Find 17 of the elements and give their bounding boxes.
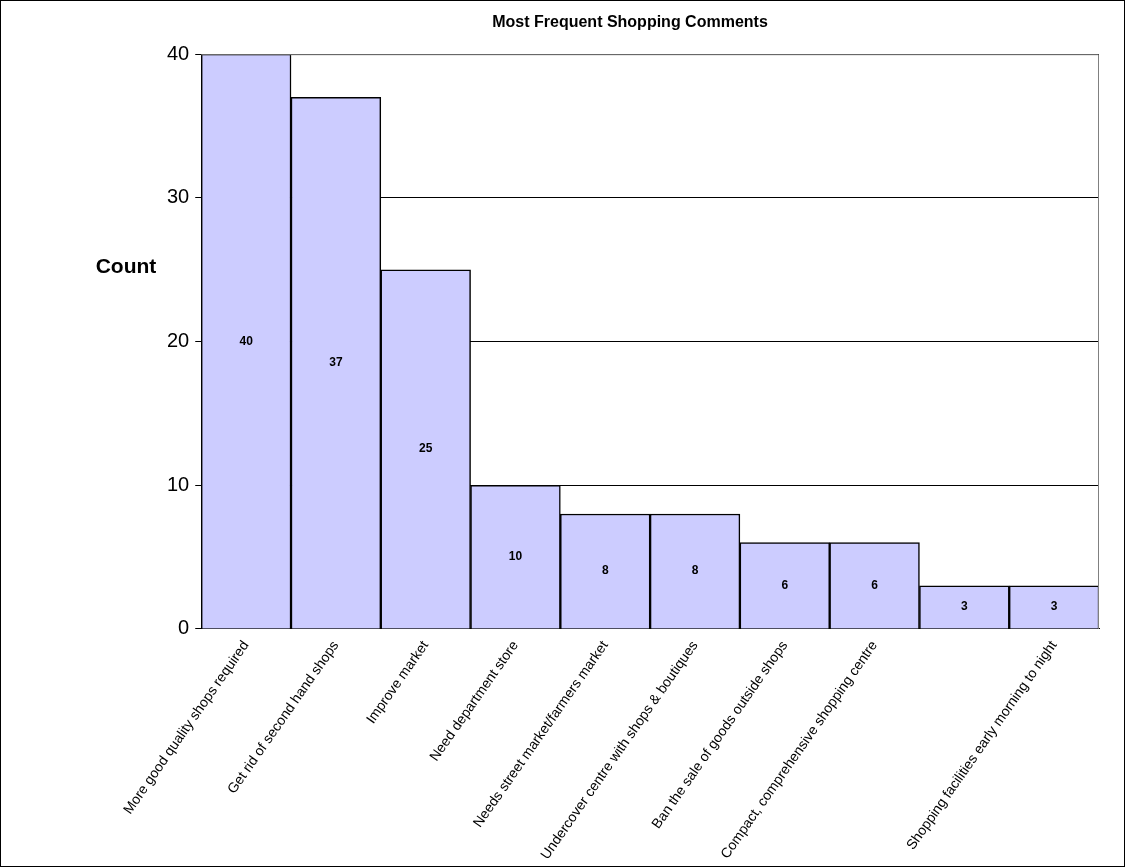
data-label: 10 <box>508 549 523 564</box>
data-label: 8 <box>601 563 609 578</box>
data-label: 40 <box>239 333 254 348</box>
y-tick-label: 40 <box>167 41 190 64</box>
data-label: 6 <box>871 577 879 592</box>
data-label: 37 <box>329 355 343 370</box>
chart-title: Most Frequent Shopping Comments <box>492 13 768 31</box>
y-axis-title: Count <box>95 253 157 277</box>
data-label: 8 <box>691 563 699 578</box>
y-tick-label: 10 <box>167 472 190 495</box>
y-tick-label: 30 <box>167 185 190 208</box>
y-tick-label: 20 <box>167 329 190 352</box>
data-label: 25 <box>419 441 433 456</box>
data-label: 3 <box>1050 599 1058 614</box>
data-label: 6 <box>781 577 789 592</box>
data-label: 3 <box>960 599 968 614</box>
y-tick-label: 0 <box>178 616 190 639</box>
